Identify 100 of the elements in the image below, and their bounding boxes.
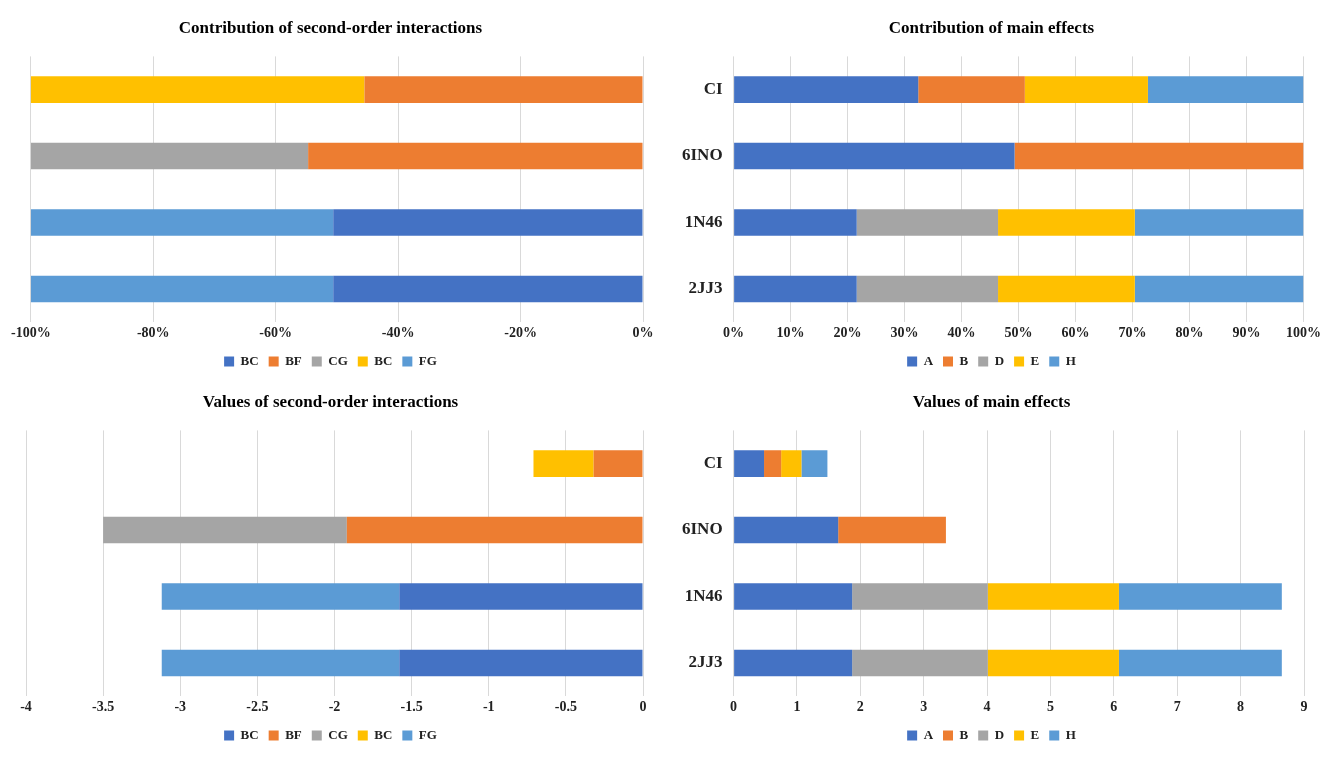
x-tick-label: 0% (723, 325, 745, 341)
bar (30, 76, 365, 103)
bar (734, 76, 919, 103)
legend-label: A (923, 726, 934, 742)
x-tick-label: 1 (793, 699, 801, 715)
x-tick-label: -4 (20, 699, 32, 715)
legend-label: CG (328, 726, 348, 742)
legend-label: B (959, 352, 969, 368)
x-tick-label: 4 (983, 699, 991, 715)
x-tick-label: -3.5 (92, 699, 115, 715)
bar (1134, 209, 1304, 236)
legend-label: BC (374, 726, 393, 742)
bar (333, 209, 643, 236)
bar (1147, 76, 1304, 103)
x-tick-label: -0.5 (554, 699, 577, 715)
bar (333, 275, 643, 303)
bar (161, 583, 400, 610)
x-tick-label: -80% (136, 325, 170, 341)
bar (781, 450, 802, 477)
bar (856, 209, 999, 236)
bar (1118, 649, 1282, 677)
x-tick-label: -2.5 (246, 699, 269, 715)
bar (161, 649, 400, 677)
legend-label: D (994, 352, 1005, 368)
legend-label: H (1065, 726, 1076, 742)
bar (1024, 76, 1148, 103)
x-tick-label: 20% (833, 325, 862, 341)
legend-label: H (1065, 352, 1076, 368)
legend-label: E (1030, 352, 1040, 368)
bar (103, 516, 347, 544)
legend-label: BC (374, 352, 393, 368)
bar (30, 142, 309, 170)
bar (856, 275, 999, 303)
bar (1134, 275, 1304, 303)
bar (987, 583, 1119, 610)
x-tick-label: 5 (1047, 699, 1054, 715)
bar (30, 209, 334, 236)
x-tick-label: -1.5 (400, 699, 423, 715)
bar (734, 516, 839, 544)
bar (1118, 583, 1282, 610)
chart-title: Contribution of second-order interactions (178, 17, 483, 37)
bar (838, 516, 946, 544)
bar (764, 450, 782, 477)
bar (852, 649, 988, 677)
bar (399, 649, 643, 677)
bar (364, 76, 643, 103)
legend-label: D (994, 726, 1005, 742)
x-tick-label: 0 (730, 699, 738, 715)
x-tick-label: 3 (920, 699, 928, 715)
bar (801, 450, 828, 477)
y-tick-label: CI (703, 79, 723, 99)
bar (998, 209, 1135, 236)
bar (308, 142, 643, 170)
x-tick-label: -100% (11, 325, 51, 341)
bar (346, 516, 643, 544)
x-tick-label: 6 (1110, 699, 1118, 715)
bar (734, 450, 765, 477)
x-tick-label: -40% (381, 325, 415, 341)
bar (533, 450, 594, 477)
x-tick-label: -3 (174, 699, 187, 715)
x-tick-label: 70% (1118, 325, 1147, 341)
bar (734, 142, 1015, 170)
chart-title: Values of main effects (912, 391, 1071, 411)
legend-label: A (923, 352, 934, 368)
legend-label: B (959, 726, 969, 742)
y-tick-label: 2JJ3 (688, 652, 723, 672)
y-tick-label: 6INO (681, 519, 723, 539)
y-tick-label: 2JJ3 (688, 278, 723, 298)
bar (734, 209, 857, 236)
x-tick-label: 50% (1004, 325, 1033, 341)
chart-title: Values of second-order interactions (202, 391, 459, 411)
x-tick-label: 7 (1173, 699, 1181, 715)
chart-title: Contribution of main effects (888, 17, 1095, 37)
legend-label: BF (285, 352, 302, 368)
bar (734, 275, 857, 303)
bar (30, 275, 334, 303)
bar (399, 583, 643, 610)
x-tick-label: 9 (1300, 699, 1308, 715)
bar (998, 275, 1135, 303)
x-tick-label: -20% (504, 325, 537, 341)
legend-label: BF (285, 726, 302, 742)
x-tick-label: -2 (328, 699, 341, 715)
y-tick-label: CI (703, 453, 723, 473)
x-tick-label: 10% (776, 325, 805, 341)
legend-label: FG (418, 352, 437, 368)
x-tick-label: 80% (1175, 325, 1204, 341)
bar (852, 583, 988, 610)
bar (593, 450, 643, 477)
y-tick-label: 1N46 (684, 211, 723, 231)
y-tick-label: 6INO (681, 145, 723, 165)
legend-label: CG (328, 352, 348, 368)
x-tick-label: 30% (890, 325, 919, 341)
x-tick-label: 100% (1286, 325, 1321, 341)
x-tick-label: 60% (1061, 325, 1090, 341)
x-tick-label: 0% (632, 325, 654, 341)
x-tick-label: 8 (1237, 699, 1245, 715)
x-tick-label: -1 (482, 699, 495, 715)
bar (987, 649, 1119, 677)
y-tick-label: 1N46 (684, 585, 723, 605)
x-tick-label: 90% (1232, 325, 1261, 341)
